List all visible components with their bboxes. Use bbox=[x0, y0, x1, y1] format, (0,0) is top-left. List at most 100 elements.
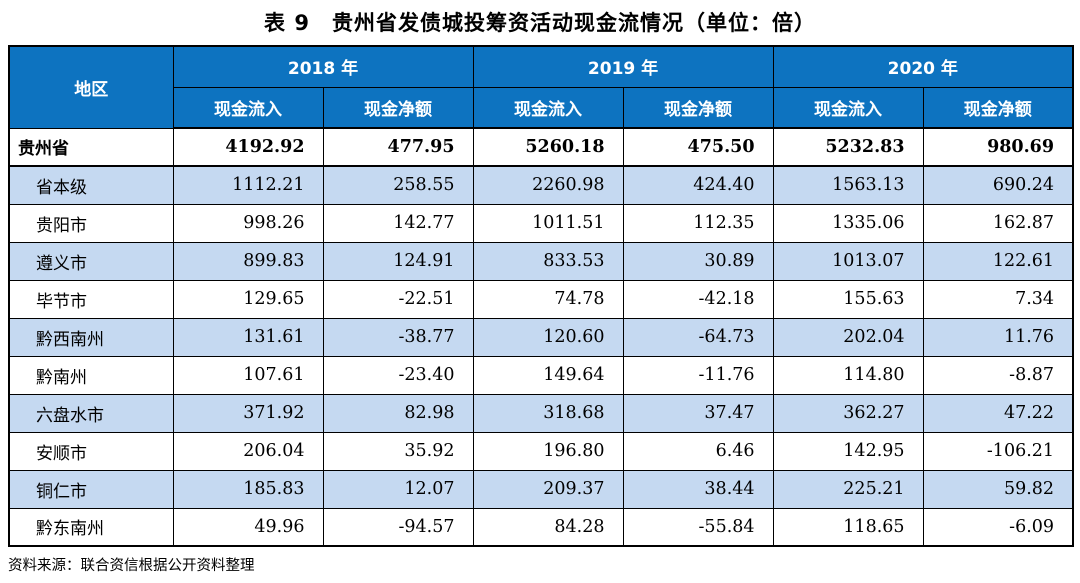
value-cell: 59.82 bbox=[922, 469, 1074, 509]
value-cell: 477.95 bbox=[322, 127, 474, 167]
value-cell: 129.65 bbox=[172, 279, 324, 319]
value-cell: -22.51 bbox=[322, 279, 474, 319]
value-cell: 1112.21 bbox=[172, 165, 324, 205]
value-cell: 1563.13 bbox=[772, 165, 924, 205]
value-cell: 112.35 bbox=[622, 203, 774, 243]
column-header-2018-net: 现金净额 bbox=[322, 86, 474, 129]
value-cell: 833.53 bbox=[472, 241, 624, 281]
value-cell: 84.28 bbox=[472, 507, 624, 547]
value-cell: -55.84 bbox=[622, 507, 774, 547]
cashflow-table: 地区 2018 年 2019 年 2020 年 现金流入 现金净额 现金流入 现… bbox=[8, 45, 1075, 547]
column-header-year-2019: 2019 年 bbox=[472, 45, 774, 88]
region-cell: 黔东南州 bbox=[8, 507, 174, 547]
value-cell: 209.37 bbox=[472, 469, 624, 509]
value-cell: 196.80 bbox=[472, 431, 624, 471]
value-cell: 162.87 bbox=[922, 203, 1074, 243]
value-cell: -106.21 bbox=[922, 431, 1074, 471]
column-header-2018-inflow: 现金流入 bbox=[172, 86, 324, 129]
value-cell: 4192.92 bbox=[172, 127, 324, 167]
value-cell: 202.04 bbox=[772, 317, 924, 357]
column-header-2019-net: 现金净额 bbox=[622, 86, 774, 129]
value-cell: 1011.51 bbox=[472, 203, 624, 243]
value-cell: 155.63 bbox=[772, 279, 924, 319]
region-cell: 贵阳市 bbox=[8, 203, 174, 243]
value-cell: 258.55 bbox=[322, 165, 474, 205]
table-row: 遵义市 899.83 124.91 833.53 30.89 1013.07 122.61 bbox=[8, 241, 1074, 281]
column-header-year-2018: 2018 年 bbox=[172, 45, 474, 88]
region-cell: 贵州省 bbox=[8, 127, 174, 167]
value-cell: 37.47 bbox=[622, 393, 774, 433]
column-header-year-2020: 2020 年 bbox=[772, 45, 1074, 88]
value-cell: 149.64 bbox=[472, 355, 624, 395]
value-cell: 475.50 bbox=[622, 127, 774, 167]
value-cell: 899.83 bbox=[172, 241, 324, 281]
value-cell: 5260.18 bbox=[472, 127, 624, 167]
region-cell: 安顺市 bbox=[8, 431, 174, 471]
region-cell: 遵义市 bbox=[8, 241, 174, 281]
table-row: 铜仁市 185.83 12.07 209.37 38.44 225.21 59.82 bbox=[8, 469, 1074, 509]
value-cell: 38.44 bbox=[622, 469, 774, 509]
value-cell: 1013.07 bbox=[772, 241, 924, 281]
table-row: 黔东南州 49.96 -94.57 84.28 -55.84 118.65 -6.09 bbox=[8, 507, 1074, 547]
table-row: 六盘水市 371.92 82.98 318.68 37.47 362.27 47.22 bbox=[8, 393, 1074, 433]
value-cell: 362.27 bbox=[772, 393, 924, 433]
value-cell: 30.89 bbox=[622, 241, 774, 281]
region-cell: 省本级 bbox=[8, 165, 174, 205]
source-note: 资料来源：联合资信根据公开资料整理 bbox=[8, 558, 255, 574]
column-header-2019-inflow: 现金流入 bbox=[472, 86, 624, 129]
value-cell: -6.09 bbox=[922, 507, 1074, 547]
value-cell: 12.07 bbox=[322, 469, 474, 509]
value-cell: 124.91 bbox=[322, 241, 474, 281]
region-cell: 六盘水市 bbox=[8, 393, 174, 433]
value-cell: -11.76 bbox=[622, 355, 774, 395]
region-cell: 铜仁市 bbox=[8, 469, 174, 509]
table-title: 表 9 贵州省发债城投筹资活动现金流情况（单位：倍） bbox=[264, 11, 816, 35]
value-cell: 5232.83 bbox=[772, 127, 924, 167]
value-cell: -64.73 bbox=[622, 317, 774, 357]
value-cell: -8.87 bbox=[922, 355, 1074, 395]
value-cell: 74.78 bbox=[472, 279, 624, 319]
column-header-region: 地区 bbox=[8, 45, 174, 129]
value-cell: -38.77 bbox=[322, 317, 474, 357]
value-cell: 142.77 bbox=[322, 203, 474, 243]
region-cell: 毕节市 bbox=[8, 279, 174, 319]
table-row: 毕节市 129.65 -22.51 74.78 -42.18 155.63 7.34 bbox=[8, 279, 1074, 319]
value-cell: 142.95 bbox=[772, 431, 924, 471]
value-cell: 35.92 bbox=[322, 431, 474, 471]
column-header-2020-net: 现金净额 bbox=[922, 86, 1074, 129]
value-cell: 122.61 bbox=[922, 241, 1074, 281]
value-cell: 998.26 bbox=[172, 203, 324, 243]
table-row: 贵州省 4192.92 477.95 5260.18 475.50 5232.83 980.… bbox=[8, 127, 1074, 167]
table-row: 贵阳市 998.26 142.77 1011.51 112.35 1335.06 162.8… bbox=[8, 203, 1074, 243]
value-cell: -23.40 bbox=[322, 355, 474, 395]
table-row: 黔西南州 131.61 -38.77 120.60 -64.73 202.04 11.76 bbox=[8, 317, 1074, 357]
value-cell: 980.69 bbox=[922, 127, 1074, 167]
value-cell: 690.24 bbox=[922, 165, 1074, 205]
value-cell: 225.21 bbox=[772, 469, 924, 509]
region-cell: 黔南州 bbox=[8, 355, 174, 395]
value-cell: 2260.98 bbox=[472, 165, 624, 205]
table-row: 黔南州 107.61 -23.40 149.64 -11.76 114.80 -8.87 bbox=[8, 355, 1074, 395]
table-row: 安顺市 206.04 35.92 196.80 6.46 142.95 -106.21 bbox=[8, 431, 1074, 471]
value-cell: 49.96 bbox=[172, 507, 324, 547]
value-cell: 6.46 bbox=[622, 431, 774, 471]
value-cell: 131.61 bbox=[172, 317, 324, 357]
column-header-2020-inflow: 现金流入 bbox=[772, 86, 924, 129]
table-header: 地区 2018 年 2019 年 2020 年 现金流入 现金净额 现金流入 现… bbox=[8, 45, 1074, 129]
value-cell: 185.83 bbox=[172, 469, 324, 509]
value-cell: 114.80 bbox=[772, 355, 924, 395]
value-cell: 1335.06 bbox=[772, 203, 924, 243]
value-cell: 120.60 bbox=[472, 317, 624, 357]
value-cell: 82.98 bbox=[322, 393, 474, 433]
table-row: 省本级 1112.21 258.55 2260.98 424.40 1563.13 690.… bbox=[8, 165, 1074, 205]
value-cell: 7.34 bbox=[922, 279, 1074, 319]
region-cell: 黔西南州 bbox=[8, 317, 174, 357]
table-body: 贵州省 4192.92 477.95 5260.18 475.50 5232.83 980.… bbox=[8, 127, 1074, 547]
value-cell: 107.61 bbox=[172, 355, 324, 395]
value-cell: 11.76 bbox=[922, 317, 1074, 357]
value-cell: 47.22 bbox=[922, 393, 1074, 433]
value-cell: -42.18 bbox=[622, 279, 774, 319]
value-cell: -94.57 bbox=[322, 507, 474, 547]
value-cell: 371.92 bbox=[172, 393, 324, 433]
value-cell: 206.04 bbox=[172, 431, 324, 471]
